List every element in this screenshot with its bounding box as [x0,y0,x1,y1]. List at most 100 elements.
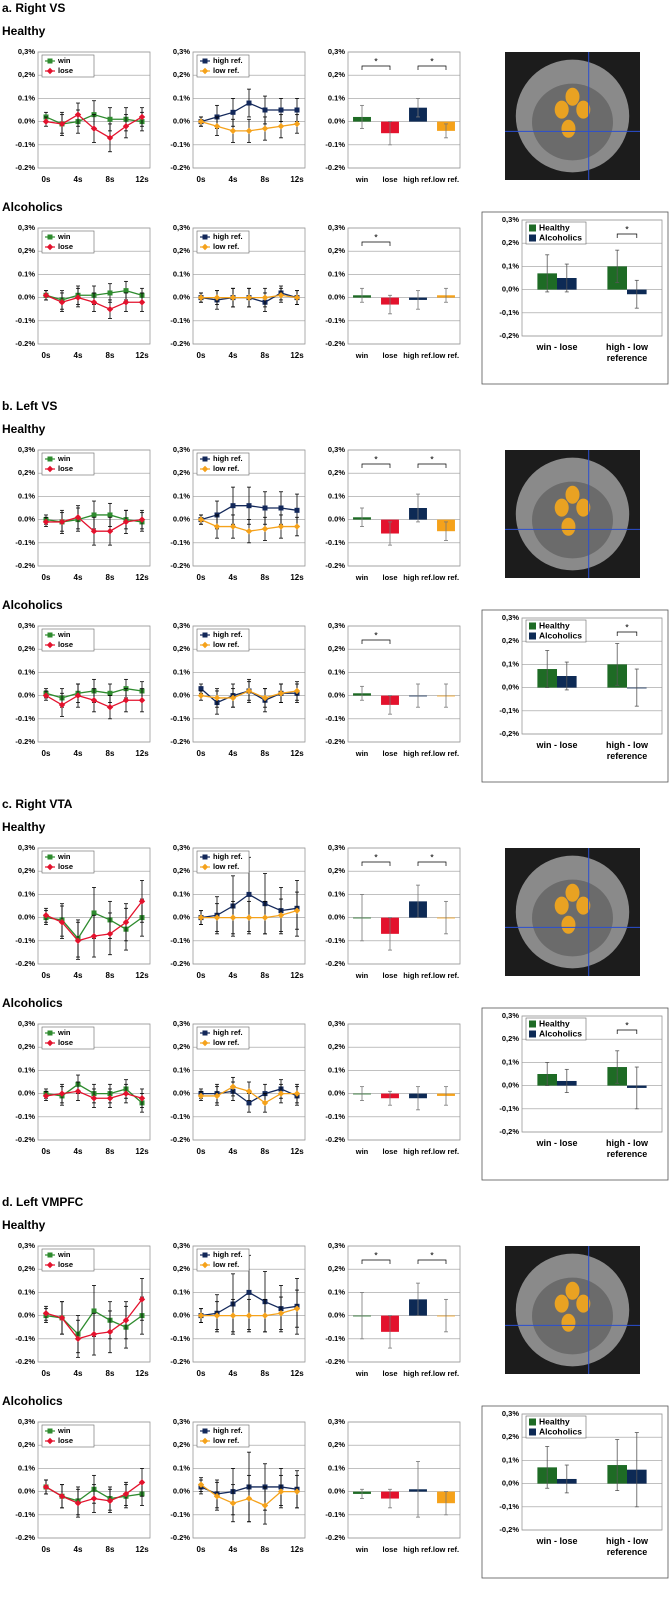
y-tick-label: 0,2% [328,1440,345,1449]
marker [47,632,53,638]
marker [58,120,66,128]
legend-label: Healthy [539,620,570,630]
marker [47,854,53,860]
legend-label: win [57,852,71,861]
marker [230,109,236,115]
x-tick-label: 8s [261,1147,270,1156]
marker [277,523,285,530]
x-tick-label-box: win - lose [536,342,577,352]
marker [90,125,98,132]
x-tick-label: lose [382,971,397,980]
marker [46,863,54,871]
y-tick-label: 0.1% [18,1065,35,1074]
y-tick-label: -0.2% [170,561,190,570]
legend-label: Alcoholics [539,232,582,242]
y-tick-label: -0.1% [325,1112,345,1121]
y-tick-label: -0.1% [15,936,35,945]
marker [74,111,82,118]
y-tick-label: 0,2% [173,644,190,653]
y-tick-label: -0.1% [170,538,190,547]
marker [201,1039,209,1047]
legend-label: lose [58,1038,73,1047]
y-tick-label: 0.1% [18,889,35,898]
y-tick-label: 0.0% [328,1487,345,1496]
significance-bracket [361,463,391,468]
y-tick-label: 0.0% [328,293,345,302]
y-tick-label: 0,2% [328,246,345,255]
y-tick-label: 0,3% [173,445,190,454]
marker [90,1330,98,1338]
marker [245,1495,253,1502]
marker [229,1312,237,1319]
x-tick-label: high - low reference [606,1138,648,1159]
marker [138,697,146,704]
significance-label: * [374,852,378,862]
marker [122,919,130,926]
y-tick-label: 0,2% [173,866,190,875]
marker [245,294,253,301]
significance-label: * [374,1250,378,1260]
marker [197,1312,205,1319]
legend-label: Healthy [539,222,570,232]
significance-bracket [361,241,391,246]
legend-swatch [529,632,536,640]
legend-swatch [529,1030,536,1038]
y-tick-label: -0.1% [170,936,190,945]
marker [201,641,209,649]
y-tick-label: 0,1% [502,1455,519,1464]
marker [122,1090,130,1097]
x-tick-label: 12s [135,749,149,758]
marker [74,514,82,521]
y-tick-label: -0.1% [170,1510,190,1519]
significance-bracket [417,65,447,70]
y-tick-label: 0.0% [173,1311,190,1320]
marker [106,306,114,313]
activation-blob [565,87,580,106]
y-tick-label: 0,2% [502,238,519,247]
marker [277,1310,285,1317]
marker [278,107,284,113]
marker [42,692,50,699]
y-tick-label: 0.0% [328,691,345,700]
marker [246,891,252,897]
marker [138,1095,146,1102]
marker [106,1095,114,1102]
y-tick-label: -0.2% [170,959,190,968]
x-tick-label: 4s [74,971,83,980]
y-tick-label: 0,3% [18,1241,35,1250]
marker [42,1092,50,1100]
y-tick-label: -0,1% [499,706,519,715]
marker [293,1488,301,1495]
marker [246,1100,252,1106]
legend-label: win [57,56,71,65]
y-tick-label: 0,3% [502,1409,519,1418]
marker [261,1502,269,1509]
activation-blob [561,119,576,138]
marker [46,1039,54,1047]
marker [245,127,253,135]
y-tick-label: 0,2% [18,866,35,875]
x-tick-label: low ref. [433,573,459,582]
marker [90,932,98,940]
legend-label: lose [58,242,73,251]
legend-label: low ref. [213,1038,239,1047]
x-tick-label: win - lose [536,1536,578,1546]
x-tick-label: 8s [106,1147,115,1156]
legend-label: high ref. [213,232,243,241]
y-tick-label: 0,3% [18,445,35,454]
y-tick-label: 0,2% [18,644,35,653]
y-tick-label: 0.1% [328,667,345,676]
marker [107,116,113,122]
significance-label: * [430,56,434,66]
x-tick-label: 8s [106,1545,115,1554]
y-tick-label: 0.0% [328,1311,345,1320]
y-tick-label: 0,2% [502,636,519,645]
marker [202,58,208,64]
y-tick-label: -0.2% [15,163,35,172]
y-tick-label: 0.1% [173,1287,190,1296]
marker [107,690,113,696]
x-tick-label: low ref. [433,351,459,360]
y-tick-label: -0.2% [325,1357,345,1366]
legend-label: Healthy [539,1416,570,1426]
y-tick-label: 0,3% [328,843,345,852]
